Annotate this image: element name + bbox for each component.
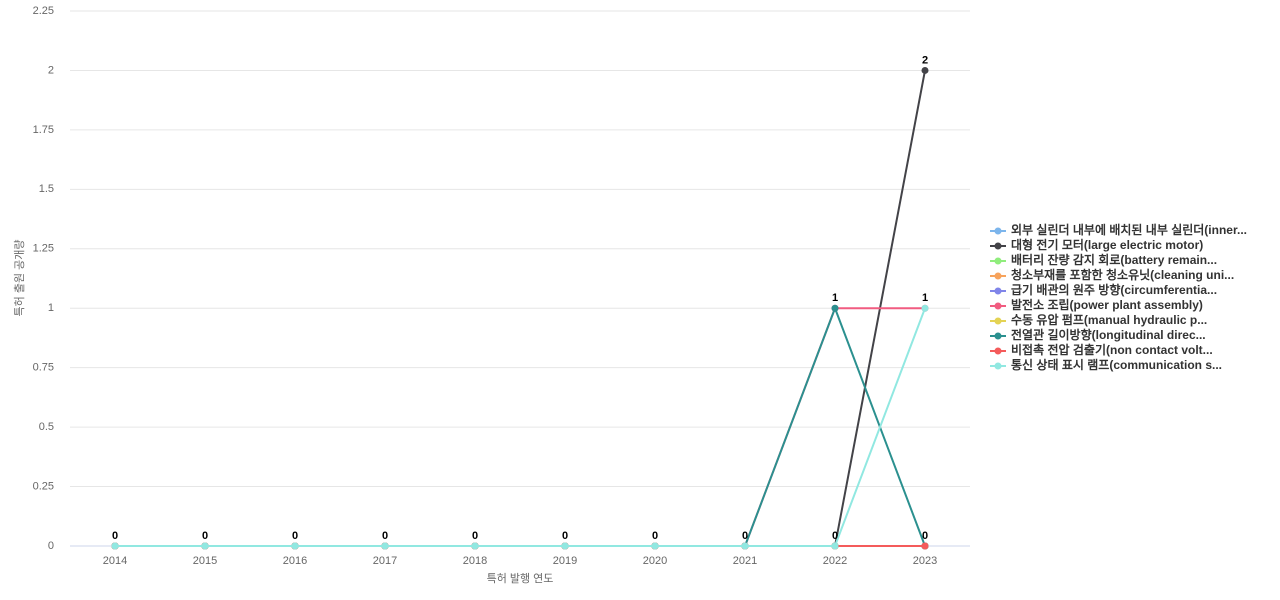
legend-label: 청소부재를 포함한 청소유닛(cleaning uni... [1011, 267, 1234, 282]
legend-marker [994, 347, 1002, 355]
x-tick-label: 2017 [373, 555, 397, 567]
legend-marker [994, 302, 1002, 310]
data-label: 1 [922, 292, 928, 304]
point [381, 542, 389, 550]
data-label: 0 [112, 530, 118, 542]
point [561, 542, 569, 550]
x-tick-label: 2016 [283, 555, 307, 567]
legend-label: 배터리 잔량 감지 회로(battery remain... [1011, 252, 1217, 267]
x-tick-label: 2015 [193, 555, 217, 567]
data-label: 0 [382, 530, 388, 542]
series-line [115, 307, 926, 547]
y-tick-label: 1.5 [39, 183, 54, 195]
y-tick-label: 1 [48, 302, 54, 314]
legend-marker [994, 257, 1002, 265]
y-tick-label: 0.25 [33, 480, 54, 492]
point [651, 542, 659, 550]
data-label: 2 [922, 54, 928, 66]
data-label: 0 [742, 530, 748, 542]
legend-label: 비접촉 전압 검출기(non contact volt... [1011, 342, 1213, 357]
y-tick-label: 1.25 [33, 243, 54, 255]
point [921, 66, 929, 74]
x-tick-label: 2021 [733, 555, 757, 567]
data-label: 0 [292, 530, 298, 542]
legend-label: 외부 실린더 내부에 배치된 내부 실린더(inner... [1011, 222, 1247, 237]
x-tick-label: 2022 [823, 555, 847, 567]
y-axis-title: 특허 출원 공개량 [13, 240, 26, 317]
data-label: 0 [202, 530, 208, 542]
legend-marker [994, 272, 1002, 280]
point [831, 304, 839, 312]
point [921, 542, 929, 550]
legend-marker [994, 227, 1002, 235]
x-axis-title: 특허 발행 연도 [487, 572, 554, 585]
legend-label: 대형 전기 모터(large electric motor) [1011, 237, 1203, 252]
legend-marker [994, 242, 1002, 250]
point [201, 542, 209, 550]
point [291, 542, 299, 550]
legend-label: 발전소 조립(power plant assembly) [1011, 297, 1203, 312]
point [741, 542, 749, 550]
data-label: 0 [472, 530, 478, 542]
legend-label: 통신 상태 표시 램프(communication s... [1011, 357, 1222, 372]
y-tick-label: 2.25 [33, 5, 54, 17]
x-tick-label: 2018 [463, 555, 487, 567]
data-label: 0 [832, 530, 838, 542]
x-tick-label: 2023 [913, 555, 937, 567]
data-label: 0 [652, 530, 658, 542]
x-tick-label: 2014 [103, 555, 127, 567]
legend-marker [994, 287, 1002, 295]
data-label: 1 [832, 292, 838, 304]
x-tick-label: 2020 [643, 555, 667, 567]
data-label: 0 [562, 530, 568, 542]
x-tick-label: 2019 [553, 555, 577, 567]
y-tick-label: 1.75 [33, 124, 54, 136]
legend-marker [994, 332, 1002, 340]
point [111, 542, 119, 550]
legend-label: 급기 배관의 원주 방향(circumferentia... [1011, 282, 1217, 297]
y-tick-label: 2 [48, 64, 54, 76]
y-tick-label: 0.75 [33, 362, 54, 374]
point [831, 542, 839, 550]
legend-marker [994, 317, 1002, 325]
y-tick-label: 0.5 [39, 421, 54, 433]
data-label: 0 [922, 530, 928, 542]
y-tick-label: 0 [48, 540, 54, 552]
point [921, 304, 929, 312]
point [471, 542, 479, 550]
legend-marker [994, 362, 1002, 370]
legend-label: 수동 유압 펌프(manual hydraulic p... [1011, 312, 1207, 327]
legend-label: 전열관 길이방향(longitudinal direc... [1011, 327, 1206, 342]
